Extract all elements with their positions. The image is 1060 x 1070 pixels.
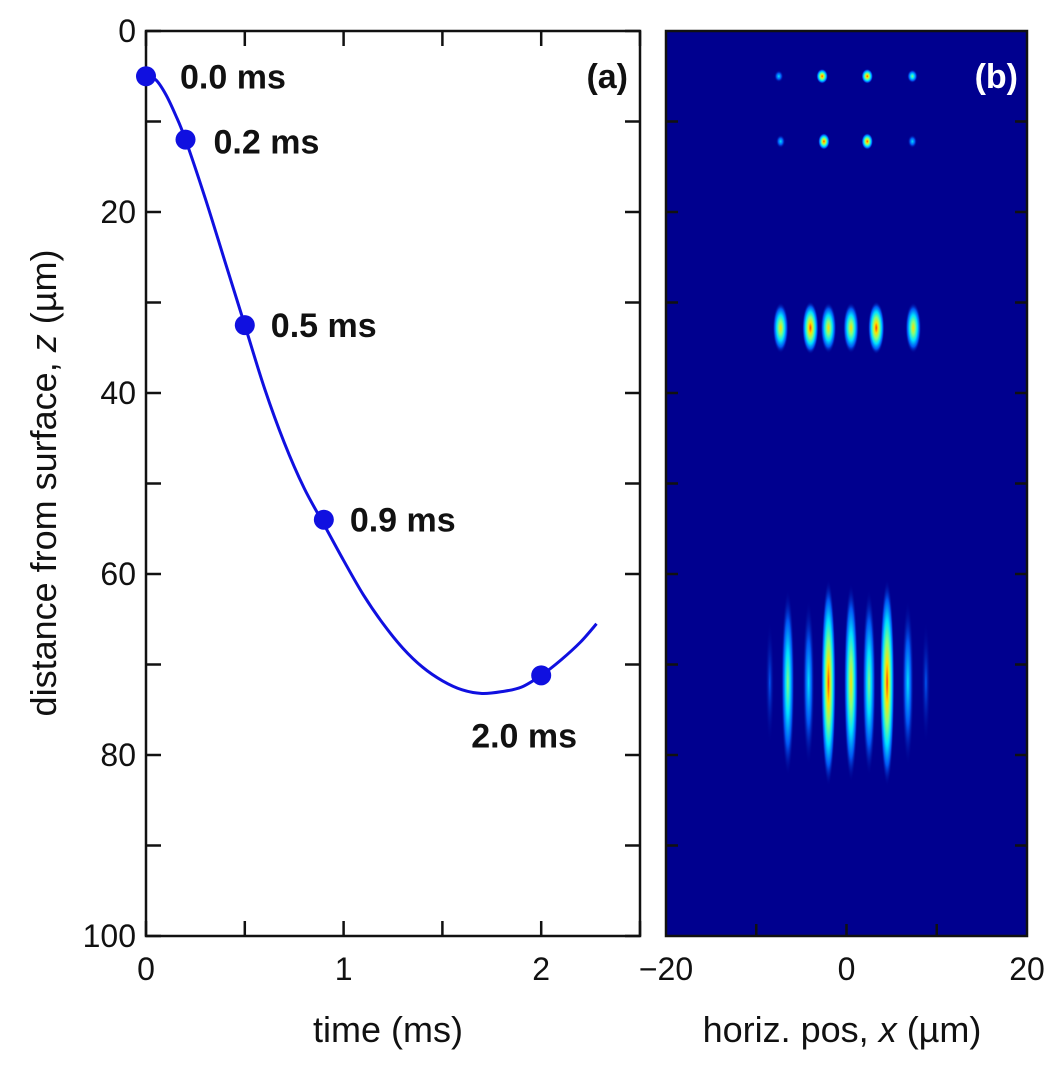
y-tick-label-a: 20 <box>100 194 136 230</box>
y-axis-label-var: z <box>23 334 64 353</box>
heatmap-peak <box>860 67 875 86</box>
heatmap-peak <box>842 558 861 808</box>
panel-a-ticks <box>144 29 642 938</box>
heatmap-peak <box>760 558 779 808</box>
trajectory-point-label: 2.0 ms <box>471 717 577 755</box>
y-tick-label-a: 100 <box>83 918 136 954</box>
heatmap-peak <box>815 67 830 86</box>
heatmap-peak <box>866 295 887 360</box>
heatmap-peak <box>778 558 797 808</box>
panel-a-label: (a) <box>586 58 628 96</box>
x-tick-label-a: 0 <box>137 951 155 987</box>
x-tick-label-b: 20 <box>1009 951 1045 987</box>
panel-b-ticks <box>666 120 1027 936</box>
trajectory-point <box>175 129 196 150</box>
heatmap-peak <box>818 295 839 360</box>
y-tick-label-a: 80 <box>100 737 136 773</box>
trajectory-point-label: 0.0 ms <box>180 58 286 96</box>
heatmap-peak <box>905 131 920 152</box>
x-axis-label-b: horiz. pos, x (µm) <box>703 1009 982 1050</box>
heatmap-peak <box>860 131 875 152</box>
heatmap-peak <box>819 558 838 808</box>
y-axis-label-a: distance from surface, z (µm) <box>23 250 64 717</box>
y-tick-label-a: 0 <box>118 13 136 49</box>
heatmap-peak <box>771 67 786 86</box>
y-tick-label-a: 60 <box>100 556 136 592</box>
y-axis-label-suffix: (µm) <box>23 250 64 335</box>
heatmap-peak <box>773 131 788 152</box>
panel-b-tick-labels: −20 0 20 <box>639 951 1045 987</box>
trajectory-point <box>531 665 552 686</box>
trajectory-points: 0.0 ms 0.2 ms 0.5 ms 0.9 ms 2.0 ms <box>136 58 577 755</box>
heatmap-peak <box>905 67 920 86</box>
heatmap-peak <box>916 558 935 808</box>
heatmap-peak <box>841 295 862 360</box>
x-tick-label-b: 0 <box>838 951 856 987</box>
heatmap-peak <box>898 558 917 808</box>
y-tick-label-a: 40 <box>100 375 136 411</box>
trajectory-point-label: 0.2 ms <box>214 124 320 162</box>
trajectory-point-label: 0.5 ms <box>271 307 377 345</box>
x-axis-label-b-var: x <box>877 1009 899 1050</box>
trajectory-point <box>313 509 334 530</box>
trajectory-point <box>136 66 156 87</box>
x-tick-label-a: 2 <box>532 951 550 987</box>
heatmap-peak <box>903 295 924 360</box>
x-tick-label-b: −20 <box>639 951 693 987</box>
heatmap-peak <box>878 558 897 808</box>
panel-a-frame <box>144 29 642 938</box>
heatmap-bands <box>760 67 935 808</box>
x-axis-label-a: time (ms) <box>313 1009 463 1050</box>
heatmap-peak <box>816 131 831 152</box>
heatmap-peak <box>770 295 791 360</box>
panel-b: −20 0 20 (b) horiz. pos, x (µm) <box>639 29 1045 1050</box>
panel-b-label: (b) <box>975 58 1018 96</box>
x-axis-label-b-prefix: horiz. pos, <box>703 1009 879 1050</box>
heatmap-peak <box>799 558 818 808</box>
heatmap-peak <box>800 295 821 360</box>
heatmap-background <box>666 31 1027 936</box>
y-axis-label-prefix: distance from surface, <box>23 352 64 716</box>
trajectory-point-label: 0.9 ms <box>350 502 456 540</box>
heatmap-peak <box>860 558 879 808</box>
trajectory-point <box>234 315 255 336</box>
x-axis-label-b-suffix: (µm) <box>897 1009 982 1050</box>
x-tick-label-a: 1 <box>335 951 353 987</box>
